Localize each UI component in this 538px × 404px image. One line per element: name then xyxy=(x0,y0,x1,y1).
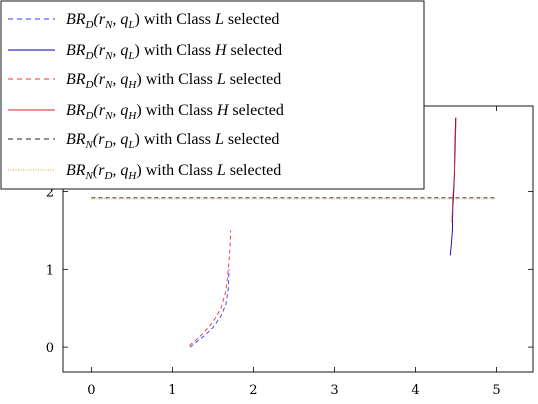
y-tick-label: 1 xyxy=(46,263,54,278)
x-tick-label: 1 xyxy=(168,383,176,398)
y-tick-label: 2 xyxy=(46,186,54,201)
axis-tick-labels: 0 1 2 3 4 5 0 1 2 xyxy=(46,186,501,398)
series-line-3 xyxy=(189,230,232,346)
series-line-2 xyxy=(449,117,457,256)
legend-label-2: BRD(rN, qL) with Class H selected xyxy=(66,42,282,62)
x-tick-label: 2 xyxy=(249,383,257,398)
legend-box xyxy=(0,0,425,190)
legend-label-1: BRD(rN, qL) with Class L selected xyxy=(66,11,279,31)
x-tick-label: 4 xyxy=(411,383,419,398)
x-tick-label: 0 xyxy=(87,383,95,398)
data-series xyxy=(91,117,497,348)
x-tick-label: 5 xyxy=(492,383,500,398)
legend-label-5: BRN(rD, qL) with Class L selected xyxy=(66,131,279,151)
series-line-4 xyxy=(451,117,457,223)
legend: BRD(rN, qL) with Class L selected BRD(rN,… xyxy=(0,0,425,190)
legend-label-3: BRD(rN, qH) with Class L selected xyxy=(66,71,281,91)
y-tick-label: 0 xyxy=(46,341,54,356)
series-line-1 xyxy=(189,269,230,348)
legend-label-6: BRN(rD, qH) with Class L selected xyxy=(66,162,281,182)
x-tick-label: 3 xyxy=(330,383,338,398)
legend-label-4: BRD(rN, qH) with Class H selected xyxy=(66,102,284,122)
